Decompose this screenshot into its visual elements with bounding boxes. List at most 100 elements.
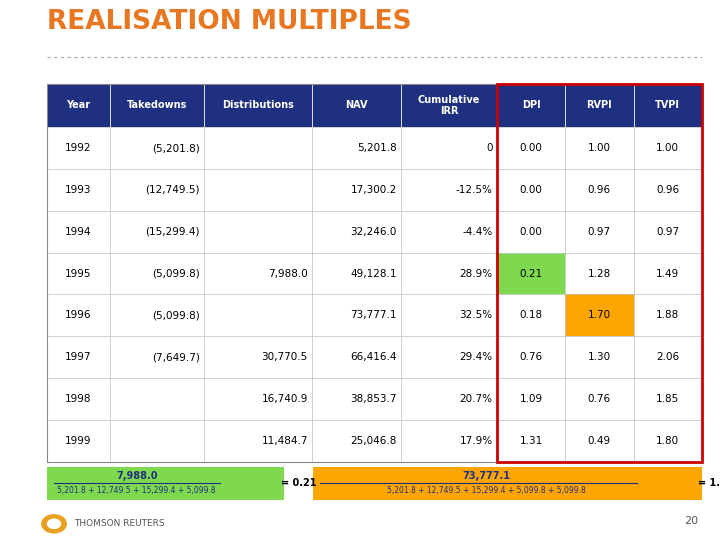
Bar xyxy=(401,169,497,211)
Bar xyxy=(565,84,634,127)
Text: 1.31: 1.31 xyxy=(519,436,543,446)
Text: (5,099.8): (5,099.8) xyxy=(152,310,199,320)
Bar xyxy=(47,211,109,253)
Text: 0.76: 0.76 xyxy=(588,394,611,404)
Bar xyxy=(312,336,401,378)
Bar xyxy=(204,169,312,211)
Bar xyxy=(401,253,497,294)
Bar xyxy=(312,127,401,169)
Bar xyxy=(204,378,312,420)
Text: 73,777.1: 73,777.1 xyxy=(462,471,510,481)
Text: 1999: 1999 xyxy=(65,436,91,446)
Bar xyxy=(634,378,702,420)
Text: 1.09: 1.09 xyxy=(519,394,543,404)
Bar xyxy=(204,294,312,336)
Bar xyxy=(401,420,497,462)
Bar xyxy=(47,467,284,500)
Bar xyxy=(565,420,634,462)
Text: 1995: 1995 xyxy=(65,268,91,279)
Text: = 0.21: = 0.21 xyxy=(281,478,316,488)
Text: 0.49: 0.49 xyxy=(588,436,611,446)
Text: NAV: NAV xyxy=(346,100,368,111)
Text: 16,740.9: 16,740.9 xyxy=(261,394,308,404)
Bar xyxy=(47,127,109,169)
Bar xyxy=(401,127,497,169)
Bar xyxy=(312,169,401,211)
Text: 0.00: 0.00 xyxy=(520,185,542,195)
Bar xyxy=(47,84,702,462)
Bar xyxy=(109,420,204,462)
Bar xyxy=(109,169,204,211)
Text: 5,201.8 + 12,749.5 + 15,299.4 + 5,099.8 + 5,099.8: 5,201.8 + 12,749.5 + 15,299.4 + 5,099.8 … xyxy=(387,486,585,495)
Text: 0.97: 0.97 xyxy=(588,227,611,237)
Bar xyxy=(634,336,702,378)
Bar xyxy=(565,294,634,336)
Text: 1.70: 1.70 xyxy=(588,310,611,320)
Text: 0.97: 0.97 xyxy=(656,227,680,237)
Text: (15,299.4): (15,299.4) xyxy=(145,227,199,237)
Bar xyxy=(565,211,634,253)
Bar xyxy=(47,84,109,127)
Bar xyxy=(47,169,109,211)
Bar xyxy=(497,378,565,420)
Text: 0.76: 0.76 xyxy=(519,352,543,362)
Text: 0: 0 xyxy=(486,143,492,153)
Text: 1.88: 1.88 xyxy=(656,310,680,320)
Bar xyxy=(109,127,204,169)
Bar xyxy=(312,378,401,420)
Text: (7,649.7): (7,649.7) xyxy=(152,352,199,362)
Bar xyxy=(634,169,702,211)
Bar xyxy=(565,336,634,378)
Text: = 1.70: = 1.70 xyxy=(698,478,720,488)
Text: 1.49: 1.49 xyxy=(656,268,680,279)
Bar xyxy=(204,211,312,253)
Bar xyxy=(109,294,204,336)
Circle shape xyxy=(47,518,61,529)
Text: Distributions: Distributions xyxy=(222,100,294,111)
Bar xyxy=(497,253,565,294)
Text: 25,046.8: 25,046.8 xyxy=(351,436,397,446)
Bar xyxy=(312,253,401,294)
Bar xyxy=(312,211,401,253)
Text: 1.85: 1.85 xyxy=(656,394,680,404)
Bar xyxy=(634,211,702,253)
Bar xyxy=(109,84,204,127)
Text: (12,749.5): (12,749.5) xyxy=(145,185,199,195)
Text: 32,246.0: 32,246.0 xyxy=(351,227,397,237)
Bar xyxy=(634,420,702,462)
Text: TVPI: TVPI xyxy=(655,100,680,111)
Text: 28.9%: 28.9% xyxy=(459,268,492,279)
Bar xyxy=(313,467,702,500)
Text: 20.7%: 20.7% xyxy=(459,394,492,404)
Text: DPI: DPI xyxy=(522,100,540,111)
Text: 38,853.7: 38,853.7 xyxy=(350,394,397,404)
Circle shape xyxy=(41,514,67,534)
Text: Takedowns: Takedowns xyxy=(127,100,187,111)
Text: 1992: 1992 xyxy=(65,143,91,153)
Bar xyxy=(204,253,312,294)
Bar xyxy=(497,211,565,253)
Text: 1.28: 1.28 xyxy=(588,268,611,279)
Bar xyxy=(565,169,634,211)
Bar xyxy=(497,127,565,169)
Bar xyxy=(109,336,204,378)
Text: 49,128.1: 49,128.1 xyxy=(350,268,397,279)
Text: 20: 20 xyxy=(684,516,698,526)
Bar xyxy=(497,84,702,462)
Text: 2.06: 2.06 xyxy=(656,352,680,362)
Bar xyxy=(312,84,401,127)
Bar xyxy=(204,420,312,462)
Text: 30,770.5: 30,770.5 xyxy=(261,352,308,362)
Text: 32.5%: 32.5% xyxy=(459,310,492,320)
Text: 1996: 1996 xyxy=(65,310,91,320)
Text: 29.4%: 29.4% xyxy=(459,352,492,362)
Bar xyxy=(312,294,401,336)
Text: REALISATION MULTIPLES: REALISATION MULTIPLES xyxy=(47,9,411,35)
Text: 11,484.7: 11,484.7 xyxy=(261,436,308,446)
Text: -12.5%: -12.5% xyxy=(456,185,492,195)
Bar xyxy=(109,253,204,294)
Text: 0.96: 0.96 xyxy=(656,185,680,195)
Text: 1998: 1998 xyxy=(65,394,91,404)
Bar xyxy=(634,294,702,336)
Text: 0.96: 0.96 xyxy=(588,185,611,195)
